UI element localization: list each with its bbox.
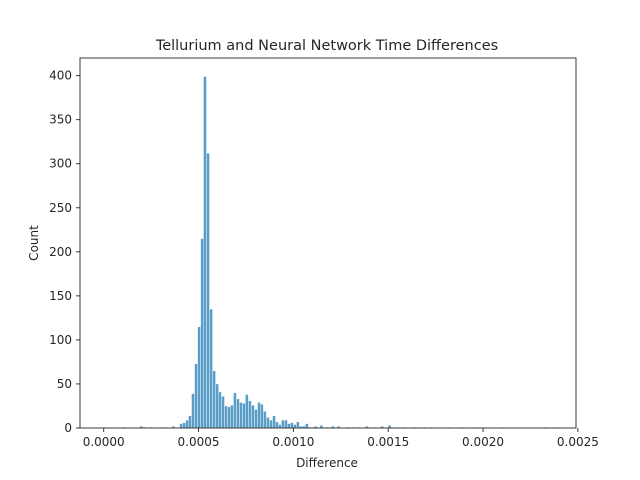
histogram-bar [293, 424, 297, 429]
y-tick-label: 300 [49, 157, 72, 171]
histogram-bar [248, 400, 252, 429]
y-axis-title: Count [27, 225, 41, 261]
histogram-bar [185, 419, 189, 429]
y-tick-label: 250 [49, 201, 72, 215]
histogram-bar [188, 415, 192, 429]
chart-title: Tellurium and Neural Network Time Differ… [155, 38, 498, 54]
y-tick-label: 0 [64, 421, 72, 435]
y-tick-label: 50 [57, 377, 72, 391]
histogram-bar [260, 404, 264, 429]
histogram-bar [209, 308, 213, 429]
histogram-bar [212, 370, 216, 429]
y-axis: 0 50 100 150 200 250 300 350 400 [49, 69, 80, 435]
histogram-bar [266, 417, 270, 429]
histogram-bar [191, 393, 195, 429]
histogram-bar [245, 394, 249, 429]
histogram-bar [290, 422, 294, 429]
y-tick-label: 400 [49, 69, 72, 83]
histogram-bar [242, 403, 246, 429]
histogram-bar [305, 423, 309, 429]
histogram-bar [194, 363, 198, 429]
histogram-bar [296, 421, 300, 429]
histogram-bar [179, 423, 183, 429]
histogram-bar [200, 238, 204, 429]
histogram-bar [224, 405, 228, 429]
x-axis-title: Difference [296, 456, 358, 470]
x-axis: 0.0000 0.0005 0.0010 0.0015 0.0020 0.0025 [83, 428, 599, 449]
histogram-bar [278, 424, 282, 429]
bars-group [103, 76, 557, 429]
y-tick-label: 350 [49, 113, 72, 127]
histogram-bar [269, 419, 273, 429]
histogram-bar [239, 402, 243, 429]
histogram-bar [287, 423, 291, 429]
x-tick-label: 0.0020 [462, 435, 504, 449]
histogram-bar [206, 152, 210, 429]
histogram-bar [263, 411, 267, 429]
histogram-bar [251, 404, 255, 429]
x-tick-label: 0.0025 [557, 435, 599, 449]
histogram-bar [236, 398, 240, 429]
histogram-bar [203, 76, 207, 429]
y-tick-label: 200 [49, 245, 72, 259]
histogram-bar [272, 415, 276, 429]
histogram-bar [221, 396, 225, 429]
x-tick-label: 0.0015 [367, 435, 409, 449]
histogram-bar [182, 422, 186, 429]
histogram-bar [215, 383, 219, 429]
y-tick-label: 150 [49, 289, 72, 303]
y-tick-label: 100 [49, 333, 72, 347]
histogram-bar [218, 391, 222, 429]
histogram-bar [284, 419, 288, 429]
histogram-bar [257, 402, 261, 429]
histogram-bar [233, 392, 237, 429]
x-tick-label: 0.0000 [83, 435, 125, 449]
histogram-bar [275, 421, 279, 429]
x-tick-label: 0.0005 [178, 435, 220, 449]
histogram-bar [197, 326, 201, 429]
histogram-bar [227, 406, 231, 429]
plot-frame [79, 57, 577, 429]
histogram-bar [281, 419, 285, 429]
x-tick-label: 0.0010 [272, 435, 314, 449]
histogram-bar [254, 409, 258, 429]
histogram-bar [230, 404, 234, 429]
